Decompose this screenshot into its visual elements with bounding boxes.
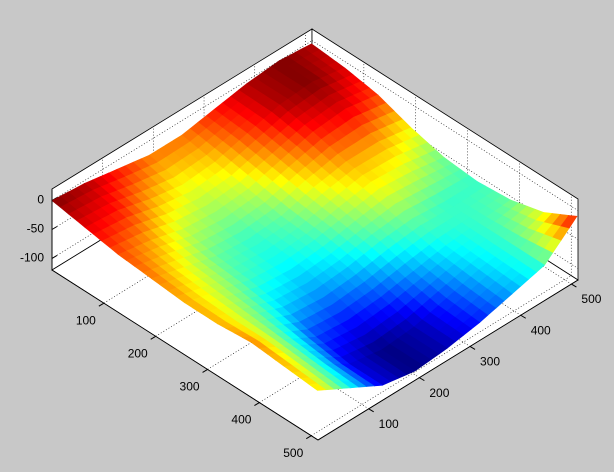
z-tick-label: -50 (27, 222, 45, 236)
z-tick-label: 0 (37, 193, 44, 207)
z-tick (51, 254, 58, 259)
y-tick (469, 346, 476, 350)
x-tick-label: 100 (76, 313, 96, 327)
axis-line (317, 279, 579, 441)
x-tick (202, 368, 208, 373)
surface-patch (308, 383, 327, 391)
y-tick-label: 500 (581, 292, 601, 306)
y-tick-label: 100 (379, 417, 399, 431)
y-tick-label: 400 (531, 323, 551, 337)
x-tick-label: 200 (128, 346, 148, 360)
y-tick-label: 200 (429, 386, 449, 400)
z-tick-label: -100 (20, 251, 44, 265)
x-tick (254, 402, 260, 406)
y-tick (368, 408, 374, 413)
y-tick (419, 377, 425, 382)
x-tick-label: 300 (180, 380, 200, 394)
x-tick (150, 335, 156, 340)
y-tick (520, 314, 526, 319)
x-tick (306, 435, 312, 440)
x-tick (98, 302, 105, 307)
y-tick-label: 300 (480, 355, 500, 369)
x-tick-label: 400 (231, 413, 251, 427)
y-tick (571, 283, 577, 288)
z-tick (51, 226, 58, 230)
x-tick-label: 500 (283, 446, 303, 460)
axis-line (51, 269, 319, 441)
